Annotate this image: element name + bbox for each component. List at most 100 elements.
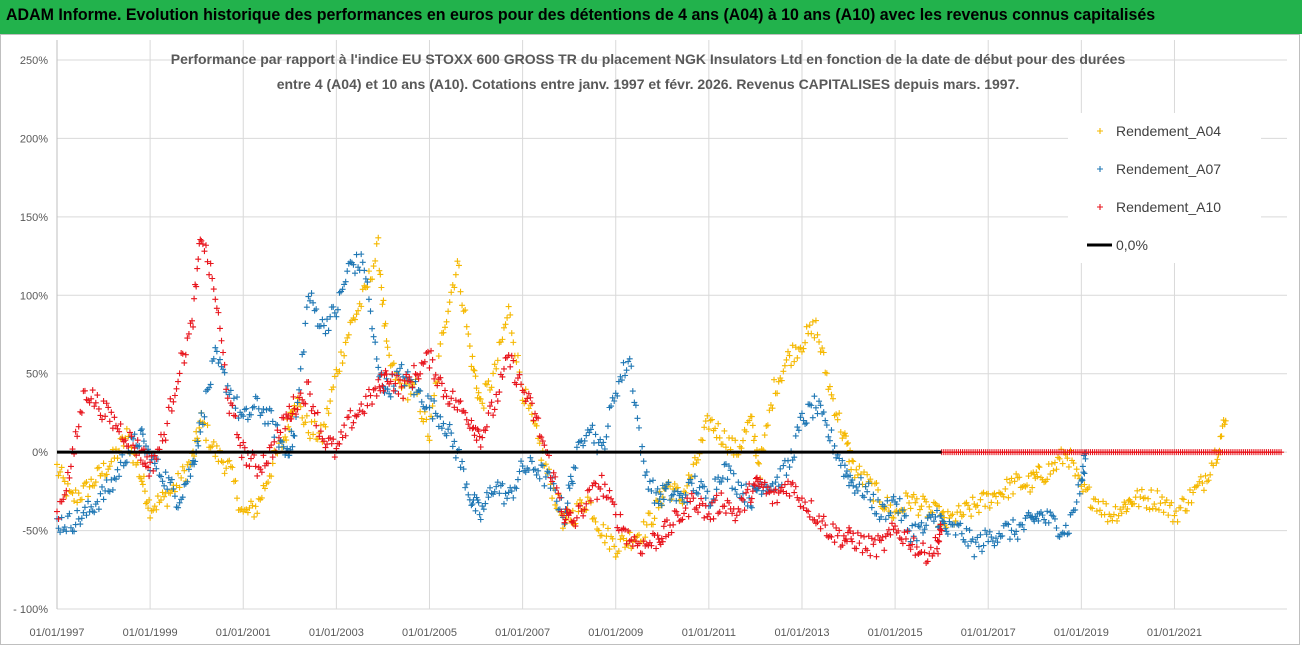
point-rendement-a04 bbox=[191, 453, 198, 460]
point-rendement-a04 bbox=[1114, 517, 1121, 524]
point-rendement-a07 bbox=[604, 423, 611, 430]
point-rendement-a07 bbox=[1041, 516, 1048, 523]
point-rendement-a04 bbox=[1008, 475, 1015, 482]
point-rendement-a04 bbox=[712, 425, 719, 432]
point-rendement-a10 bbox=[722, 510, 729, 517]
point-rendement-a04 bbox=[559, 525, 566, 532]
point-rendement-a04 bbox=[774, 390, 781, 397]
point-rendement-a07 bbox=[77, 521, 84, 528]
point-rendement-a07 bbox=[598, 442, 605, 449]
point-rendement-a07 bbox=[210, 355, 217, 362]
point-rendement-a07 bbox=[162, 469, 169, 476]
point-rendement-a07 bbox=[640, 458, 647, 465]
legend-plus-marker bbox=[1097, 166, 1103, 172]
point-rendement-a07 bbox=[483, 489, 490, 496]
point-rendement-a10 bbox=[392, 380, 399, 387]
point-rendement-a04 bbox=[693, 459, 700, 466]
point-rendement-a10 bbox=[701, 514, 708, 521]
point-rendement-a04 bbox=[1024, 482, 1031, 489]
point-rendement-a07 bbox=[67, 524, 74, 531]
point-rendement-a07 bbox=[632, 402, 639, 409]
point-rendement-a07 bbox=[269, 418, 276, 425]
point-rendement-a04 bbox=[1146, 506, 1153, 513]
point-rendement-a10 bbox=[550, 469, 557, 476]
point-rendement-a10 bbox=[530, 417, 537, 424]
point-rendement-a07 bbox=[895, 509, 902, 516]
point-rendement-a07 bbox=[370, 333, 377, 340]
point-rendement-a04 bbox=[836, 410, 843, 417]
point-rendement-a10 bbox=[165, 404, 172, 411]
point-rendement-a07 bbox=[157, 473, 164, 480]
x-tick-label: 01/01/2009 bbox=[588, 627, 643, 639]
point-rendement-a04 bbox=[828, 391, 835, 398]
point-rendement-a04 bbox=[789, 342, 796, 349]
point-rendement-a04 bbox=[738, 445, 745, 452]
point-rendement-a10 bbox=[201, 248, 208, 255]
point-rendement-a10 bbox=[587, 497, 594, 504]
point-rendement-a07 bbox=[114, 466, 121, 473]
point-rendement-a10 bbox=[252, 463, 259, 470]
point-rendement-a10 bbox=[639, 550, 646, 557]
x-tick-label: 01/01/2017 bbox=[961, 627, 1016, 639]
point-rendement-a10 bbox=[170, 398, 177, 405]
point-rendement-a07 bbox=[986, 528, 993, 535]
point-rendement-a04 bbox=[721, 427, 728, 434]
point-rendement-a10 bbox=[341, 422, 348, 429]
point-rendement-a10 bbox=[741, 507, 748, 514]
point-rendement-a10 bbox=[699, 500, 706, 507]
point-rendement-a10 bbox=[631, 533, 638, 540]
point-rendement-a07 bbox=[783, 472, 790, 479]
point-rendement-a07 bbox=[732, 486, 739, 493]
point-rendement-a10 bbox=[556, 494, 563, 501]
point-rendement-a10 bbox=[685, 513, 692, 520]
point-rendement-a07 bbox=[244, 416, 251, 423]
point-rendement-a04 bbox=[1137, 494, 1144, 501]
point-rendement-a10 bbox=[108, 409, 115, 416]
point-rendement-a04 bbox=[856, 463, 863, 470]
x-tick-label: 01/01/2003 bbox=[309, 627, 364, 639]
point-rendement-a07 bbox=[185, 466, 192, 473]
point-rendement-a07 bbox=[196, 419, 203, 426]
point-rendement-a04 bbox=[750, 437, 757, 444]
point-rendement-a04 bbox=[435, 353, 442, 360]
point-rendement-a04 bbox=[1145, 495, 1152, 502]
point-rendement-a04 bbox=[642, 534, 649, 541]
point-rendement-a10 bbox=[847, 528, 854, 535]
point-rendement-a10 bbox=[562, 516, 569, 523]
point-rendement-a07 bbox=[265, 420, 272, 427]
point-rendement-a04 bbox=[890, 514, 897, 521]
point-rendement-a04 bbox=[1065, 463, 1072, 470]
point-rendement-a10 bbox=[670, 521, 677, 528]
point-rendement-a10 bbox=[268, 442, 275, 449]
point-rendement-a10 bbox=[927, 544, 934, 551]
point-rendement-a07 bbox=[528, 458, 535, 465]
point-rendement-a07 bbox=[80, 509, 87, 516]
point-rendement-a04 bbox=[510, 339, 517, 346]
point-rendement-a10 bbox=[648, 542, 655, 549]
point-rendement-a10 bbox=[910, 534, 917, 541]
point-rendement-a07 bbox=[662, 485, 669, 492]
point-rendement-a04 bbox=[969, 494, 976, 501]
point-rendement-a04 bbox=[849, 457, 856, 464]
point-rendement-a04 bbox=[755, 459, 762, 466]
point-rendement-a07 bbox=[106, 488, 113, 495]
point-rendement-a10 bbox=[735, 505, 742, 512]
point-rendement-a04 bbox=[1051, 459, 1058, 466]
point-rendement-a04 bbox=[606, 546, 613, 553]
point-rendement-a04 bbox=[802, 339, 809, 346]
point-rendement-a10 bbox=[822, 522, 829, 529]
point-rendement-a10 bbox=[521, 389, 528, 396]
point-rendement-a07 bbox=[994, 539, 1001, 546]
point-rendement-a04 bbox=[694, 456, 701, 463]
point-rendement-a04 bbox=[493, 365, 500, 372]
point-rendement-a04 bbox=[834, 416, 841, 423]
point-rendement-a07 bbox=[567, 473, 574, 480]
point-rendement-a04 bbox=[1188, 499, 1195, 506]
point-rendement-a07 bbox=[179, 494, 186, 501]
point-rendement-a04 bbox=[746, 417, 753, 424]
point-rendement-a04 bbox=[975, 509, 982, 516]
point-rendement-a07 bbox=[918, 519, 925, 526]
point-rendement-a10 bbox=[393, 372, 400, 379]
point-rendement-a04 bbox=[667, 483, 674, 490]
point-rendement-a04 bbox=[786, 352, 793, 359]
